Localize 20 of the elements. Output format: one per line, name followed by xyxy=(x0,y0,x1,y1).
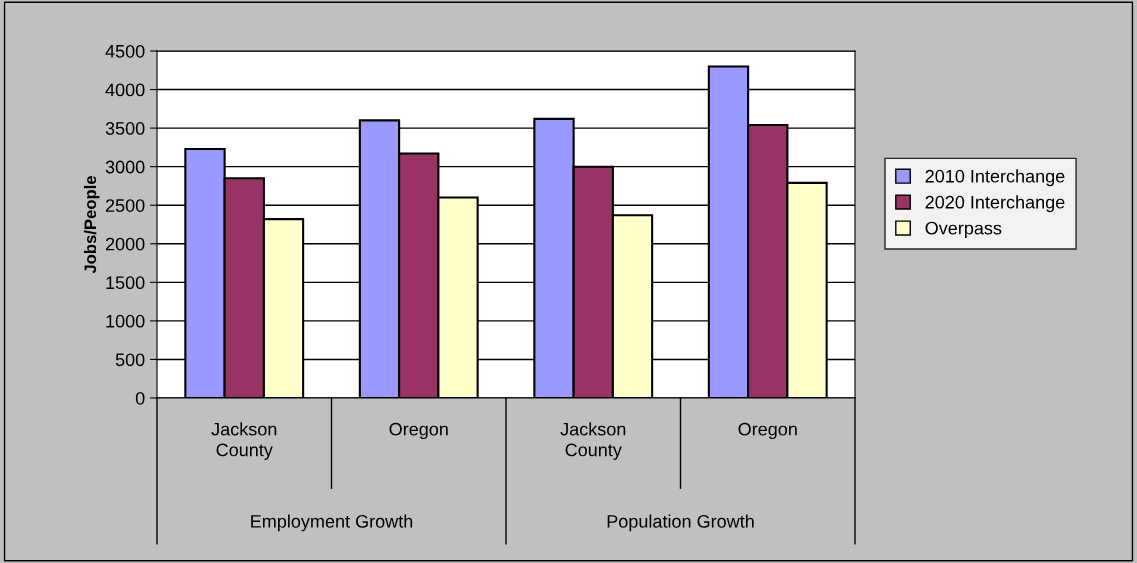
x-tick-label: Oregon xyxy=(389,422,448,440)
text: Population Growth xyxy=(607,514,754,532)
text: Employment Growth xyxy=(251,514,413,532)
y-tick-label: 4500 xyxy=(105,44,145,58)
y-tick-label: 1500 xyxy=(106,276,145,290)
y-axis-title: Jobs/People xyxy=(83,175,100,274)
x-tick-label: Oregon xyxy=(738,422,797,440)
y-tick-label: 1000 xyxy=(106,314,145,328)
legend-label: Overpass xyxy=(925,221,1002,239)
x-tick-label: Jackson County xyxy=(560,422,626,460)
y-tick-label: 0 xyxy=(135,391,145,405)
y-tick-label: 500 xyxy=(115,353,145,367)
y-tick-label: 3000 xyxy=(105,160,145,174)
x-tick-label: Jackson County xyxy=(211,422,277,460)
y-tick-label: 3500 xyxy=(105,122,145,135)
y-tick-label: 4000 xyxy=(105,83,145,97)
legend-label: 2020 Interchange xyxy=(925,195,1065,213)
y-tick-label: 2500 xyxy=(105,199,145,212)
y-tick-label: 2000 xyxy=(105,237,145,251)
legend-label: 2010 Interchange xyxy=(925,169,1065,187)
